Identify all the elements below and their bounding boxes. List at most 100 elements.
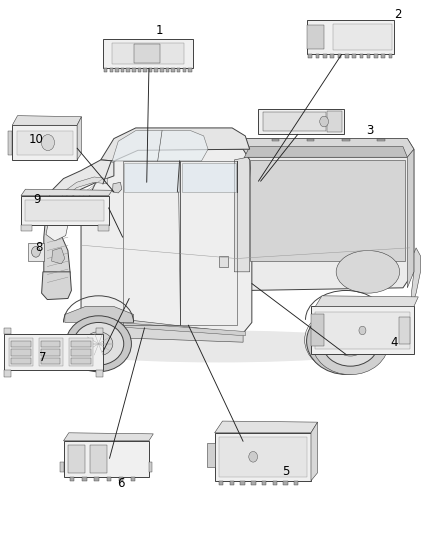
- Polygon shape: [149, 462, 152, 472]
- Polygon shape: [308, 54, 312, 58]
- Polygon shape: [60, 462, 64, 472]
- Polygon shape: [262, 481, 266, 485]
- Polygon shape: [307, 20, 394, 54]
- Polygon shape: [104, 68, 107, 72]
- Polygon shape: [41, 349, 60, 356]
- Polygon shape: [9, 338, 33, 366]
- Circle shape: [32, 247, 40, 257]
- Polygon shape: [17, 131, 73, 155]
- Polygon shape: [272, 481, 277, 485]
- Polygon shape: [251, 481, 255, 485]
- Ellipse shape: [336, 251, 399, 293]
- Polygon shape: [307, 139, 314, 141]
- Polygon shape: [243, 147, 407, 160]
- Polygon shape: [327, 111, 342, 132]
- Polygon shape: [131, 477, 135, 481]
- Polygon shape: [98, 225, 109, 231]
- Text: 8: 8: [36, 241, 43, 254]
- Polygon shape: [311, 306, 414, 354]
- Polygon shape: [70, 477, 74, 481]
- Polygon shape: [71, 349, 91, 356]
- Circle shape: [249, 451, 258, 462]
- Polygon shape: [90, 445, 107, 473]
- Polygon shape: [234, 139, 414, 290]
- Polygon shape: [132, 68, 135, 72]
- Polygon shape: [399, 317, 410, 344]
- Polygon shape: [71, 358, 91, 364]
- Polygon shape: [81, 149, 252, 336]
- Polygon shape: [11, 349, 31, 356]
- Polygon shape: [311, 422, 318, 481]
- Text: 7: 7: [39, 351, 47, 364]
- Polygon shape: [315, 296, 418, 306]
- Polygon shape: [345, 54, 349, 58]
- Polygon shape: [4, 328, 11, 334]
- Polygon shape: [315, 312, 410, 349]
- Polygon shape: [183, 68, 186, 72]
- Polygon shape: [12, 116, 81, 125]
- Polygon shape: [316, 54, 319, 58]
- Text: 5: 5: [283, 465, 290, 478]
- Polygon shape: [138, 68, 141, 72]
- Ellipse shape: [44, 330, 394, 362]
- Polygon shape: [250, 160, 405, 261]
- Polygon shape: [323, 54, 327, 58]
- Polygon shape: [412, 248, 420, 306]
- Polygon shape: [107, 477, 111, 481]
- Polygon shape: [81, 314, 243, 342]
- Polygon shape: [4, 370, 11, 377]
- Polygon shape: [21, 189, 112, 196]
- Ellipse shape: [322, 318, 379, 366]
- Text: 4: 4: [390, 336, 398, 349]
- Polygon shape: [182, 163, 236, 192]
- Polygon shape: [77, 117, 81, 160]
- Polygon shape: [103, 39, 193, 68]
- Polygon shape: [42, 272, 71, 300]
- Polygon shape: [95, 477, 99, 481]
- Circle shape: [359, 326, 366, 335]
- Polygon shape: [374, 54, 378, 58]
- Polygon shape: [360, 54, 363, 58]
- Polygon shape: [188, 68, 192, 72]
- Polygon shape: [124, 163, 179, 192]
- Polygon shape: [263, 112, 326, 131]
- Polygon shape: [219, 437, 307, 477]
- Polygon shape: [52, 248, 65, 264]
- Polygon shape: [79, 320, 245, 336]
- Polygon shape: [219, 481, 223, 485]
- Polygon shape: [69, 338, 93, 366]
- Polygon shape: [407, 149, 414, 288]
- Polygon shape: [96, 328, 103, 334]
- Polygon shape: [64, 441, 149, 477]
- Polygon shape: [283, 481, 288, 485]
- Polygon shape: [46, 160, 114, 224]
- Polygon shape: [71, 341, 91, 347]
- Polygon shape: [160, 68, 164, 72]
- Text: 10: 10: [29, 133, 44, 146]
- Text: 1: 1: [156, 24, 164, 37]
- Polygon shape: [119, 477, 123, 481]
- Polygon shape: [166, 68, 169, 72]
- Polygon shape: [215, 421, 318, 433]
- Polygon shape: [215, 433, 311, 481]
- Polygon shape: [367, 54, 371, 58]
- Polygon shape: [112, 43, 184, 64]
- Polygon shape: [25, 200, 104, 221]
- Polygon shape: [41, 358, 60, 364]
- Polygon shape: [64, 433, 153, 441]
- Text: 6: 6: [117, 477, 124, 490]
- Polygon shape: [101, 128, 250, 161]
- Polygon shape: [234, 157, 250, 272]
- Polygon shape: [272, 139, 279, 141]
- Polygon shape: [177, 68, 180, 72]
- Polygon shape: [115, 68, 119, 72]
- Ellipse shape: [312, 310, 389, 375]
- Polygon shape: [96, 370, 103, 377]
- Polygon shape: [11, 341, 31, 347]
- Polygon shape: [12, 125, 77, 160]
- Ellipse shape: [84, 332, 113, 356]
- Polygon shape: [234, 139, 414, 165]
- Ellipse shape: [66, 316, 131, 372]
- Polygon shape: [258, 109, 344, 134]
- Ellipse shape: [334, 328, 367, 356]
